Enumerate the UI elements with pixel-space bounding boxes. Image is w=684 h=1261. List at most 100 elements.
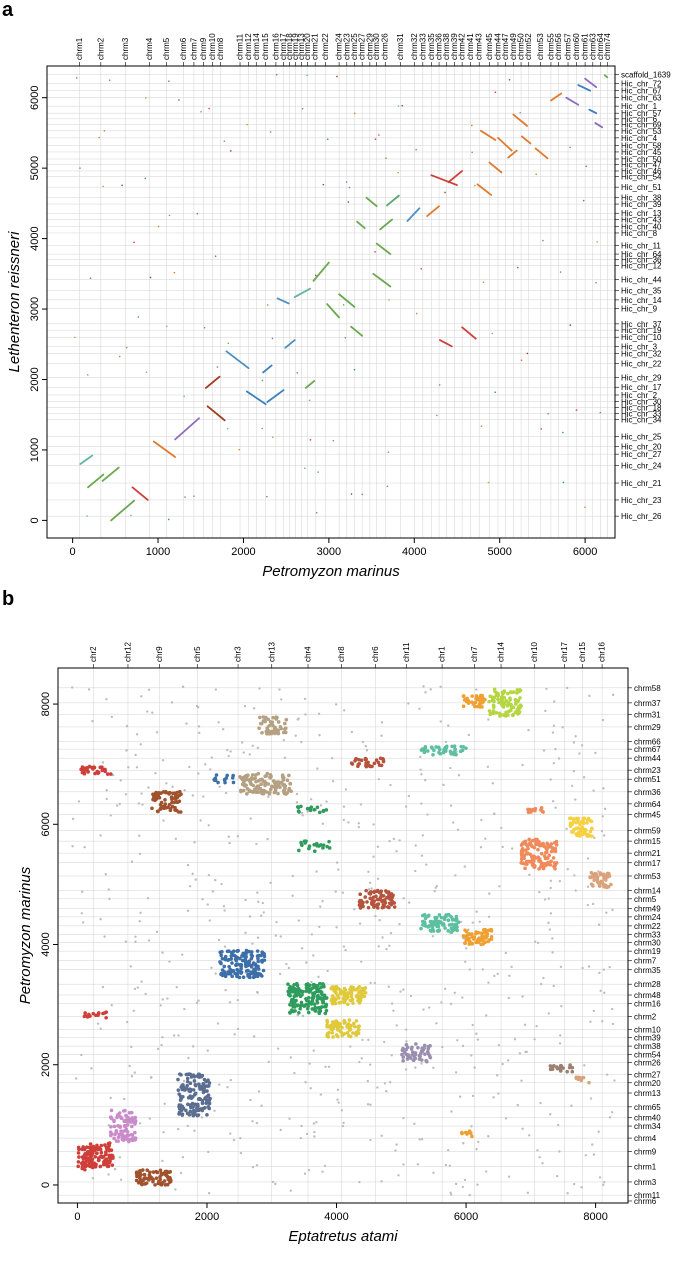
cluster-point	[269, 787, 273, 792]
background-point	[318, 733, 321, 737]
background-point	[161, 951, 164, 954]
background-point	[300, 811, 304, 815]
right-chromosome-label: Hic_chr_32	[621, 349, 662, 358]
cluster-point	[82, 1014, 87, 1019]
background-point	[139, 743, 142, 746]
cluster-point	[185, 1079, 190, 1084]
background-point	[260, 1104, 263, 1107]
background-point	[191, 872, 194, 876]
cluster-point	[351, 1001, 355, 1005]
background-point	[373, 981, 377, 985]
synteny-segment	[577, 84, 592, 92]
cluster-point	[518, 696, 522, 700]
cluster-point	[523, 848, 528, 853]
synteny-segment	[497, 136, 513, 152]
cluster-point	[150, 806, 154, 811]
cluster-point	[439, 915, 444, 920]
background-point	[151, 711, 154, 714]
top-chromosome-label: chrm14	[252, 33, 261, 60]
cluster-point	[130, 1124, 134, 1129]
background-point	[521, 763, 524, 767]
right-chromosome-label: Hic_chr_10	[621, 333, 662, 342]
scatter-point	[102, 185, 105, 188]
y-tick-label: 4000	[29, 226, 41, 250]
scatter-point	[344, 337, 347, 339]
background-point	[321, 1170, 324, 1173]
cluster-point	[197, 1096, 202, 1101]
cluster-point	[382, 898, 387, 902]
cluster-point	[197, 1084, 202, 1089]
scatter-point	[516, 266, 519, 269]
x-tick-label: 2000	[231, 546, 255, 558]
background-point	[161, 759, 165, 762]
background-point	[496, 1074, 499, 1077]
background-point	[186, 863, 190, 867]
cluster-point	[292, 987, 297, 991]
cluster-point	[193, 1102, 198, 1107]
cluster-point	[508, 708, 512, 713]
cluster-point	[446, 918, 451, 922]
background-point	[227, 754, 230, 758]
right-chromosome-label: Hic_chr_40	[621, 223, 662, 232]
background-point	[266, 837, 269, 841]
background-point	[217, 721, 220, 724]
background-point	[369, 1103, 372, 1106]
cluster-point	[540, 809, 545, 814]
background-point	[71, 817, 75, 821]
cluster-point	[264, 774, 269, 778]
cluster-point	[358, 892, 362, 897]
background-point	[558, 1150, 561, 1153]
background-point	[91, 719, 94, 723]
cluster-point	[307, 844, 312, 848]
background-point	[600, 830, 604, 833]
background-point	[365, 749, 369, 752]
cluster-point	[118, 1125, 122, 1130]
background-point	[558, 1042, 562, 1045]
synteny-segment	[430, 174, 458, 186]
cluster-point	[153, 1183, 157, 1187]
background-point	[378, 918, 381, 922]
cluster-point	[571, 830, 575, 834]
background-point	[139, 911, 142, 915]
scatter-point	[347, 201, 350, 203]
cluster-point	[423, 746, 427, 750]
scatter-point	[559, 271, 562, 273]
background-point	[454, 1182, 458, 1186]
cluster-point	[222, 964, 227, 969]
background-point	[443, 987, 447, 991]
cluster-point	[235, 956, 240, 960]
background-point	[581, 966, 584, 970]
cluster-point	[130, 1138, 135, 1143]
cluster-point	[547, 853, 552, 858]
cluster-point	[178, 1103, 183, 1108]
right-chromosome-label: Hic_chr_22	[621, 359, 662, 368]
cluster-point	[480, 697, 485, 701]
background-point	[267, 795, 270, 799]
background-point	[127, 766, 130, 769]
right-chromosome-label: chrm11	[634, 1191, 661, 1200]
cluster-point	[267, 724, 272, 728]
background-point	[558, 1034, 562, 1037]
background-point	[305, 961, 308, 964]
cluster-point	[291, 997, 296, 1002]
cluster-point	[470, 694, 474, 698]
background-point	[611, 908, 614, 912]
right-chromosome-label: Hic_chr_8	[621, 229, 658, 238]
background-point	[480, 818, 483, 822]
cluster-point	[424, 1059, 429, 1064]
cluster-point	[334, 1022, 339, 1026]
scatter-point	[562, 481, 565, 484]
background-point	[222, 905, 226, 908]
cluster-point	[148, 1170, 152, 1175]
background-point	[420, 802, 423, 805]
synteny-segment	[101, 466, 120, 482]
cluster-point	[442, 748, 446, 752]
synteny-segment	[326, 303, 341, 319]
top-chromosome-label: chr10	[530, 641, 539, 662]
background-point	[448, 1164, 452, 1168]
cluster-point	[470, 942, 474, 946]
background-point	[344, 788, 348, 791]
cluster-point	[565, 1069, 569, 1074]
background-point	[381, 936, 384, 939]
synteny-segment	[550, 92, 563, 102]
